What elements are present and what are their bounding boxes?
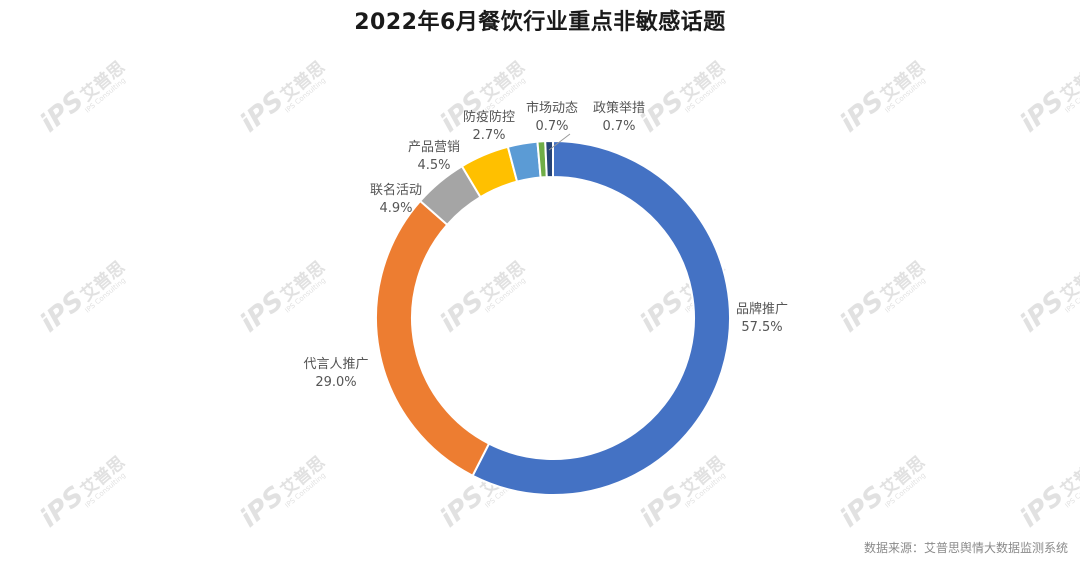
slice-label-value-2: 4.9% — [379, 201, 412, 216]
slice-label-value-0: 57.5% — [741, 320, 782, 335]
slice-label-category-1: 代言人推广 — [303, 357, 368, 372]
slice-label-category-4: 防疫防控 — [463, 109, 515, 125]
slice-label-category-0: 品牌推广 — [736, 301, 788, 317]
slice-label-category-6: 政策举措 — [593, 100, 645, 116]
slice-label-value-6: 0.7% — [602, 119, 635, 134]
chart-title: 2022年6月餐饮行业重点非敏感话题 — [354, 10, 726, 35]
slice-label-category-2: 联名活动 — [370, 182, 422, 198]
slice-label-category-5: 市场动态 — [526, 100, 578, 116]
slice-label-category-3: 产品营销 — [408, 140, 460, 155]
leader-line — [548, 133, 571, 151]
slice-label-value-3: 4.5% — [417, 158, 450, 173]
slice-6 — [544, 139, 554, 179]
slice-1 — [375, 199, 491, 478]
slice-0 — [471, 139, 731, 496]
source-note: 数据来源：艾普思舆情大数据监测系统 — [863, 541, 1068, 555]
slice-label-value-4: 2.7% — [472, 128, 505, 143]
slice-label-value-5: 0.7% — [535, 119, 568, 134]
slice-label-value-1: 29.0% — [315, 375, 356, 390]
